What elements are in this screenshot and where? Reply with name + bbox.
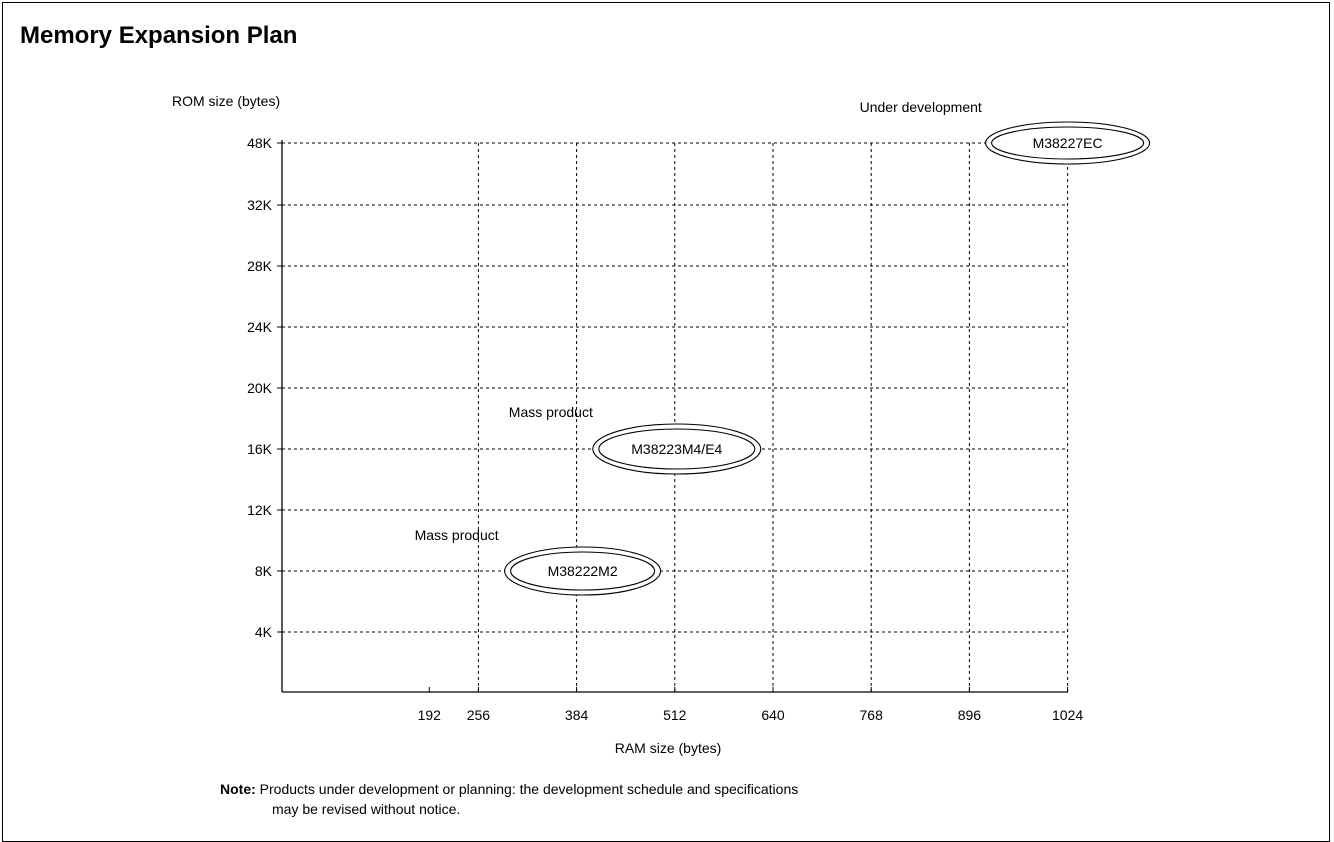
- y-tick-label: 48K: [247, 135, 273, 151]
- x-axis-label: RAM size (bytes): [615, 740, 722, 756]
- product-label: M38227EC: [1033, 135, 1103, 151]
- product-markers: M38222M2 Mass product M38223M4/E4 Mass prod…: [415, 99, 1151, 596]
- x-tick-label: 256: [467, 707, 491, 723]
- y-tick-label: 32K: [247, 197, 273, 213]
- status-label: Mass product: [509, 404, 593, 420]
- grid-lines: [282, 142, 1069, 692]
- product-label: M38223M4/E4: [631, 441, 722, 457]
- x-tick-label: 192: [418, 707, 442, 723]
- footnote: Note: Products under development or plan…: [220, 779, 798, 819]
- x-tick-label: 896: [958, 707, 982, 723]
- y-tick-label: 8K: [255, 563, 273, 579]
- y-axis-label: ROM size (bytes): [172, 93, 280, 109]
- y-tick-label: 16K: [247, 441, 273, 457]
- figure-title: Memory Expansion Plan: [20, 22, 298, 49]
- marker-outer-ellipse: [985, 121, 1151, 165]
- marker-inner-ellipse: [598, 428, 756, 470]
- x-tick-label: 768: [860, 707, 884, 723]
- y-tick-label: 4K: [255, 624, 273, 640]
- note-text-line2: may be revised without notice.: [272, 801, 461, 817]
- tick-labels: 4K 8K 12K 16K 20K 24K 28K 32K 48K 192 256 384 512 640…: [247, 135, 1083, 723]
- note-text-line1: Products under development or planning: …: [259, 781, 799, 797]
- y-tick-label: 12K: [247, 502, 273, 518]
- marker-outer-ellipse: [504, 546, 662, 596]
- marker-inner-ellipse: [510, 551, 656, 591]
- x-tick-label: 1024: [1052, 707, 1083, 723]
- status-label: Mass product: [415, 527, 499, 543]
- x-tick-label: 640: [761, 707, 785, 723]
- axes: [277, 140, 1069, 693]
- product-label: M38222M2: [548, 563, 618, 579]
- y-tick-label: 28K: [247, 258, 273, 274]
- status-label: Under development: [860, 99, 982, 115]
- x-tick-label: 512: [663, 707, 687, 723]
- y-tick-label: 20K: [247, 380, 273, 396]
- marker-inner-ellipse: [991, 126, 1145, 160]
- marker-outer-ellipse: [592, 423, 762, 475]
- note-label: Note:: [220, 781, 256, 797]
- y-tick-label: 24K: [247, 319, 273, 335]
- x-tick-label: 384: [565, 707, 589, 723]
